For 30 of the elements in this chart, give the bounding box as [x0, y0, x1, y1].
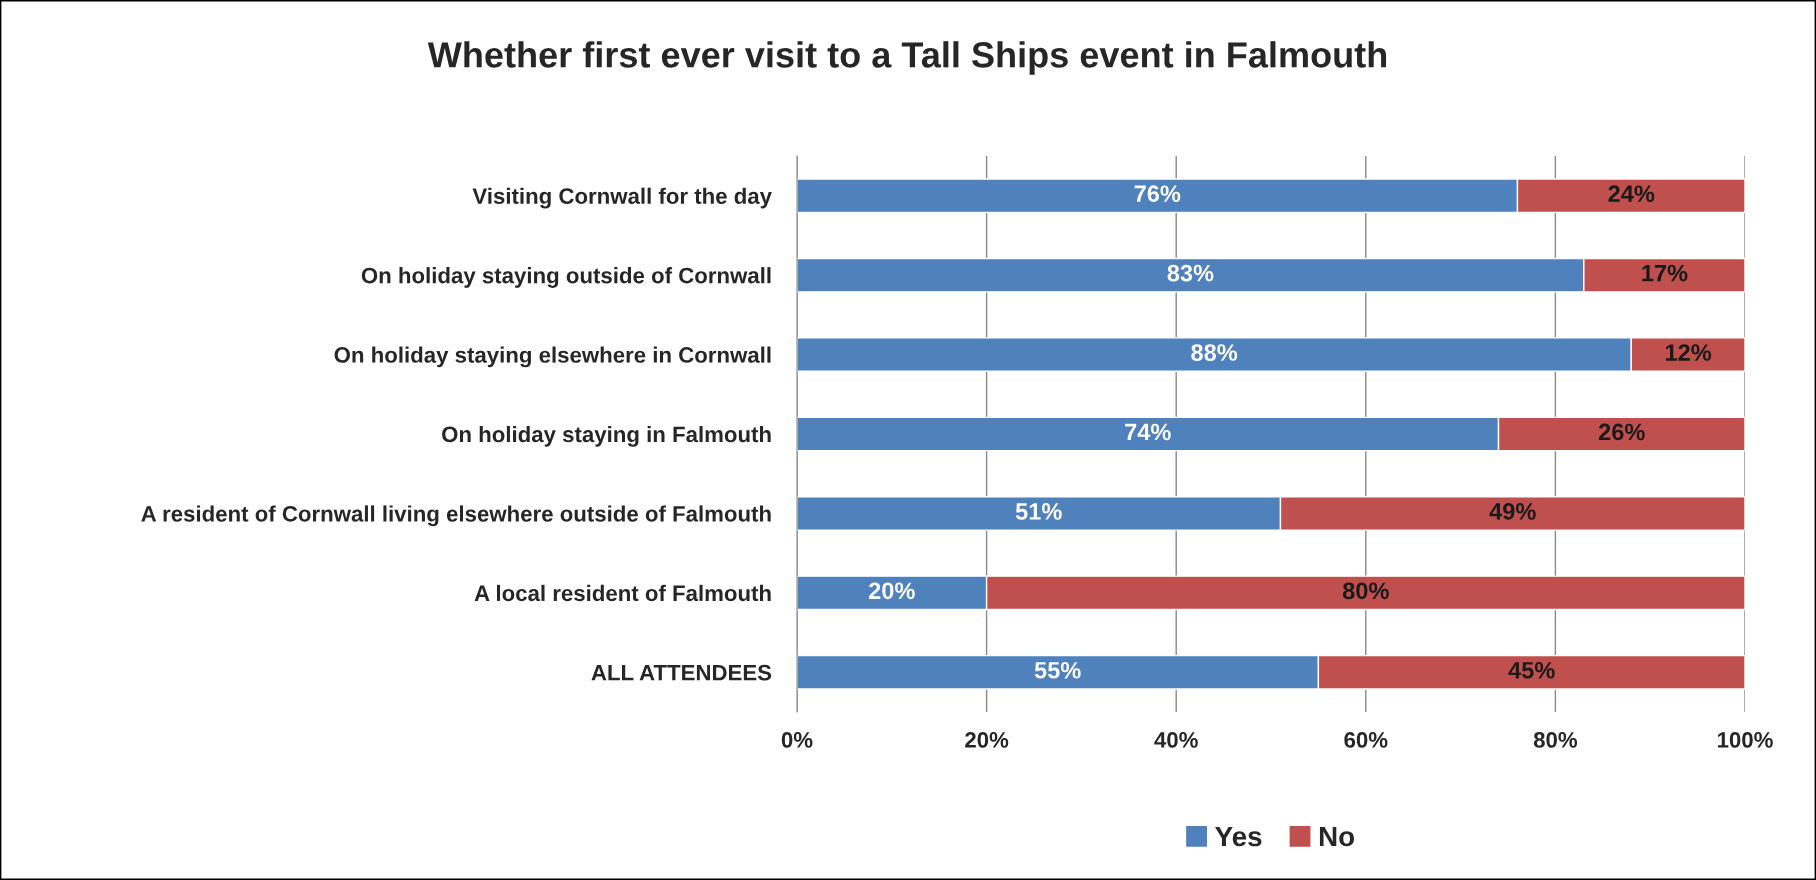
y-tick-label: A local resident of Falmouth — [474, 584, 771, 602]
legend-label: No — [1319, 826, 1355, 847]
y-tick-label: On holiday staying elsewhere in Cornwall — [334, 346, 771, 368]
x-tick-label: 100% — [1717, 732, 1773, 748]
x-tick-label: 0% — [781, 732, 813, 748]
legend-label: Yes — [1215, 826, 1262, 847]
data-label: 17% — [1642, 264, 1688, 282]
data-label: 12% — [1665, 344, 1712, 361]
data-label: 45% — [1508, 661, 1555, 679]
data-label: 76% — [1134, 185, 1181, 203]
y-tick-label: On holiday staying outside of Cornwall — [361, 267, 771, 288]
data-label: 20% — [868, 582, 915, 600]
y-tick-label: Visiting Cornwall for the day — [472, 187, 772, 209]
x-tick-label: 80% — [1533, 732, 1578, 748]
y-tick-label: A resident of Cornwall living elsewhere outside of Falmouth — [141, 505, 771, 527]
data-label: 49% — [1489, 503, 1536, 520]
data-label: 26% — [1598, 423, 1645, 441]
x-tick-label: 20% — [965, 732, 1009, 748]
x-tick-label: 60% — [1344, 732, 1388, 748]
chart-title: Whether first ever visit to a Tall Ships event in Falmouth — [427, 41, 1387, 75]
data-label: 55% — [1034, 661, 1081, 679]
data-label: 83% — [1167, 264, 1214, 282]
x-tick-label: 40% — [1154, 732, 1198, 748]
data-label: 51% — [1015, 503, 1062, 520]
data-label: 24% — [1608, 185, 1655, 202]
data-label: 74% — [1125, 423, 1171, 441]
data-label: 88% — [1191, 344, 1238, 361]
data-label: 80% — [1342, 582, 1389, 600]
y-tick-label: ALL ATTENDEES — [591, 664, 772, 681]
y-tick-label: On holiday staying in Falmouth — [442, 425, 771, 447]
